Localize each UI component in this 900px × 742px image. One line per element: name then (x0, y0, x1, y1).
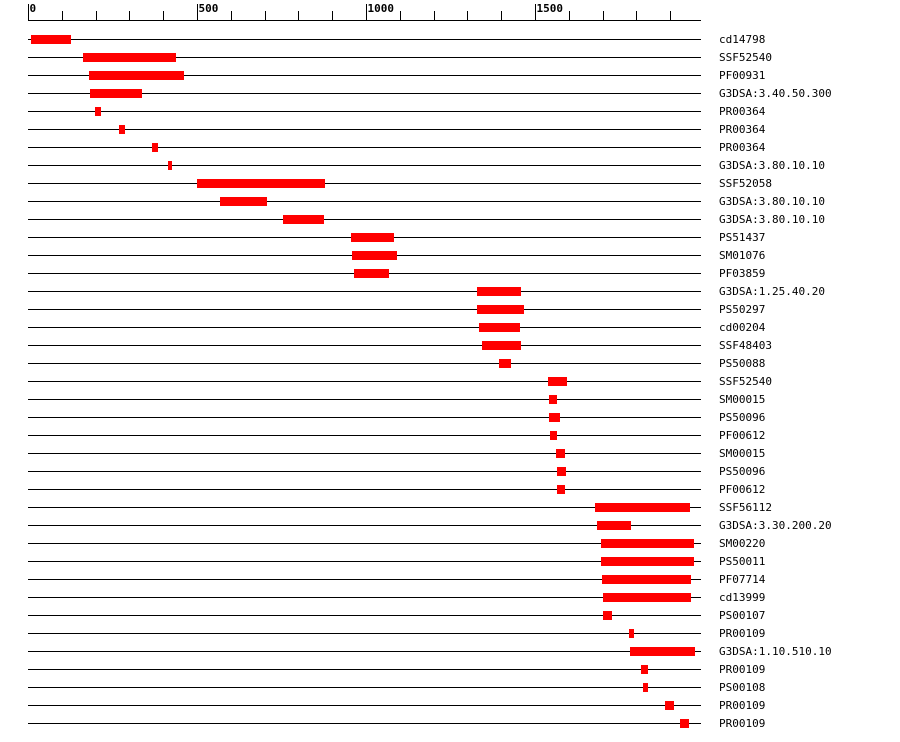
track-label: cd14798 (719, 33, 765, 46)
domain-bar (498, 359, 512, 368)
track-label: PS00108 (719, 681, 765, 694)
domain-bar (600, 557, 694, 566)
domain-bar (630, 647, 695, 656)
track-label: G3DSA:1.10.510.10 (719, 645, 832, 658)
domain-bar (88, 71, 185, 80)
track-label: PS50297 (719, 303, 765, 316)
domain-bar (94, 107, 102, 116)
x-tick-label: 0 (30, 2, 37, 15)
track-label: PR00364 (719, 123, 766, 136)
domain-bar (665, 701, 674, 710)
track-label: PR00109 (719, 663, 765, 676)
track-label: cd00204 (719, 321, 766, 334)
domain-bar (219, 197, 267, 206)
track-label: SSF56112 (719, 501, 772, 514)
domain-bar (595, 503, 691, 512)
domain-bar (89, 89, 142, 98)
track-label: PF00612 (719, 483, 765, 496)
domain-bar (547, 377, 568, 386)
domain-bar (557, 485, 566, 494)
track-label: PF00612 (719, 429, 765, 442)
domain-bar (548, 395, 558, 404)
track-label: G3DSA:3.40.50.300 (719, 87, 832, 100)
track-label: SM00015 (719, 393, 765, 406)
domain-bar (476, 287, 522, 296)
domain-bar (476, 305, 524, 314)
track-label: PR00109 (719, 717, 765, 730)
track-label: PS00107 (719, 609, 765, 622)
track-label: SSF48403 (719, 339, 772, 352)
track-label: G3DSA:3.80.10.10 (719, 159, 825, 172)
x-tick-label: 500 (199, 2, 219, 15)
domain-bar (353, 269, 390, 278)
track-label: PR00364 (719, 105, 766, 118)
track-label: cd13999 (719, 591, 765, 604)
domain-bar (282, 215, 325, 224)
x-tick-label: 1500 (537, 2, 564, 15)
domain-bar (601, 575, 692, 584)
track-label: G3DSA:3.80.10.10 (719, 213, 825, 226)
domain-bar (600, 539, 694, 548)
track-label: PS51437 (719, 231, 765, 244)
domain-bar (352, 251, 398, 260)
domain-bar (478, 323, 521, 332)
domain-bar (596, 521, 632, 530)
domain-bar (641, 665, 648, 674)
domain-bar (557, 467, 567, 476)
domain-bar (602, 593, 692, 602)
track-label: PR00364 (719, 141, 766, 154)
track-label: SM01076 (719, 249, 765, 262)
track-label: G3DSA:3.80.10.10 (719, 195, 825, 208)
domain-bar (152, 143, 159, 152)
track-label: PS50096 (719, 411, 765, 424)
track-label: PS50088 (719, 357, 765, 370)
domain-bar (602, 611, 613, 620)
track-label: SSF52540 (719, 51, 772, 64)
track-label: PR00109 (719, 627, 765, 640)
track-label: PF00931 (719, 69, 765, 82)
domain-bar (481, 341, 522, 350)
track-label: PF03859 (719, 267, 765, 280)
track-label: SSF52540 (719, 375, 772, 388)
track-label: PS50096 (719, 465, 765, 478)
track-label: SM00220 (719, 537, 765, 550)
domain-bar (31, 35, 71, 44)
track-label: G3DSA:3.30.200.20 (719, 519, 832, 532)
domain-bar (197, 179, 326, 188)
domain-bar (549, 431, 558, 440)
domain-bar (351, 233, 395, 242)
track-label: G3DSA:1.25.40.20 (719, 285, 825, 298)
domain-bar (167, 161, 172, 170)
track-label: PR00109 (719, 699, 765, 712)
domain-bar (629, 629, 635, 638)
domain-bar (555, 449, 566, 458)
domain-bar (118, 125, 126, 134)
domain-bar (643, 683, 648, 692)
track-label: PS50011 (719, 555, 765, 568)
domain-bar (83, 53, 177, 62)
x-tick-label: 1000 (368, 2, 395, 15)
domain-bar (548, 413, 561, 422)
domain-bar (680, 719, 690, 728)
track-label: SSF52058 (719, 177, 772, 190)
track-label: SM00015 (719, 447, 765, 460)
track-label: PF07714 (719, 573, 766, 586)
